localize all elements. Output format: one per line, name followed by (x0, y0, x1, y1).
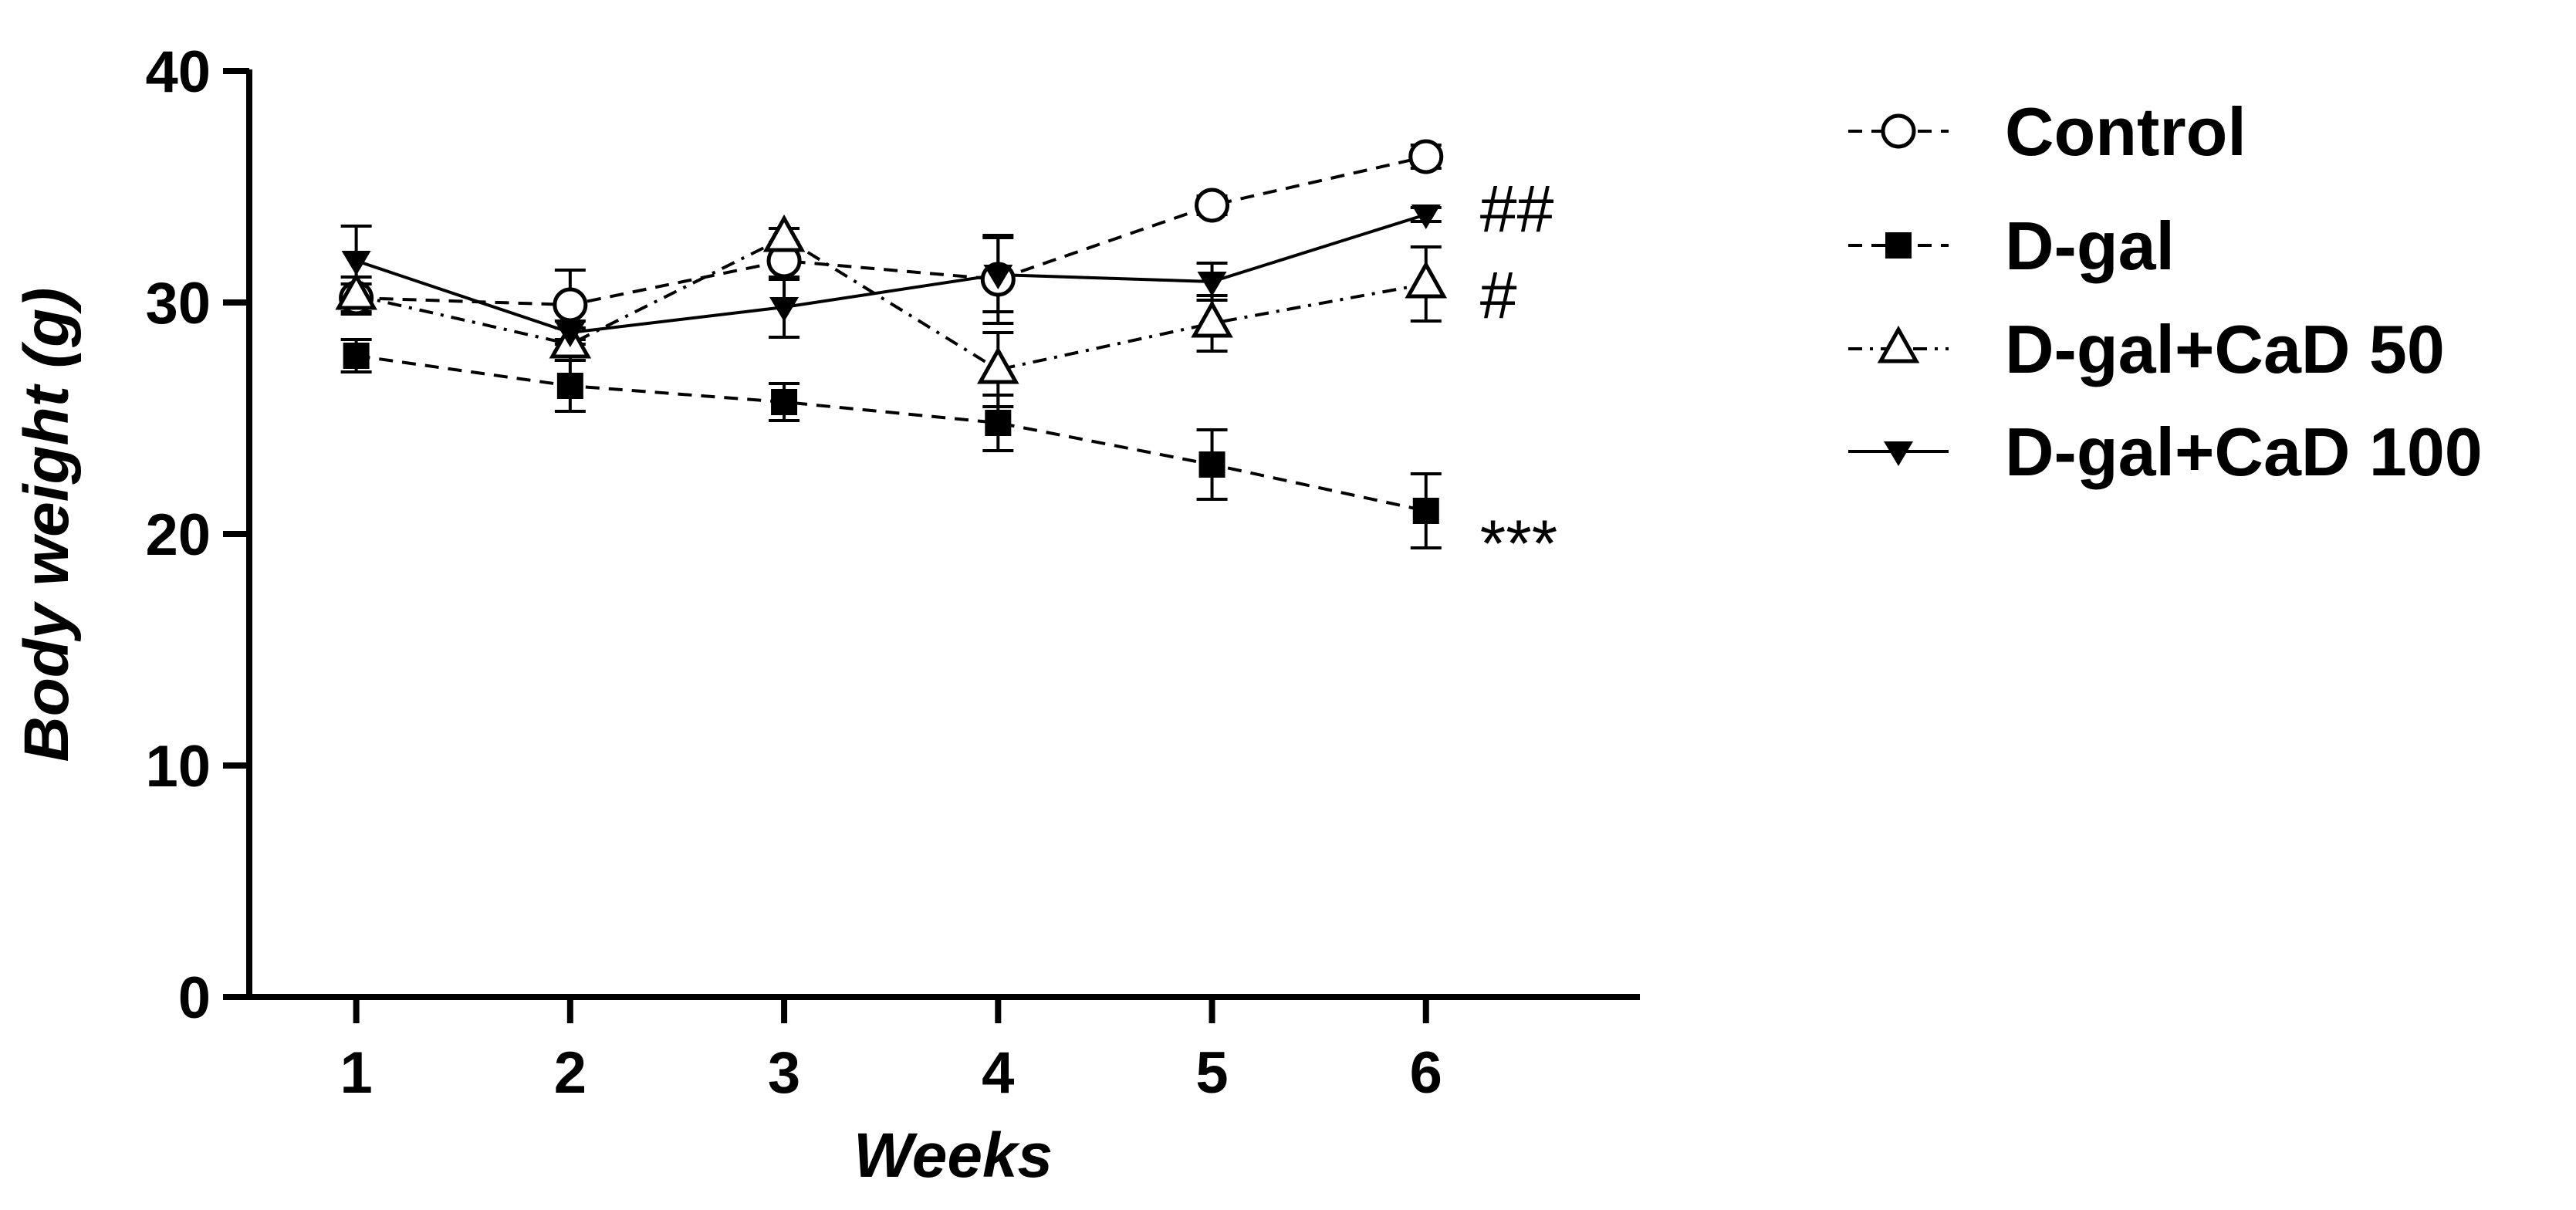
series-line-d-gal-cad-50 (356, 235, 1427, 372)
significance-annotation: *** (1480, 507, 1557, 581)
legend-item-d-gal-cad-100: D-gal+CaD 100 (1848, 414, 2483, 490)
legend-label: Control (2005, 93, 2246, 170)
axes: 0 10 20 30 40 1 2 3 4 5 6 (145, 39, 1640, 1106)
data-point-d-gal (1198, 451, 1225, 478)
data-point-d-gal-cad-100 (769, 297, 800, 322)
error-bars (340, 144, 1442, 549)
data-point-d-gal-cad-50 (762, 214, 806, 252)
data-point-d-gal (556, 373, 583, 399)
y-axis-title: Body weight (g) (12, 288, 82, 762)
data-point-d-gal-cad-100 (983, 265, 1013, 289)
y-tick-label: 40 (145, 39, 211, 105)
legend-marker (1884, 441, 1913, 466)
y-tick-label: 30 (145, 271, 211, 336)
legend: Control D-gal D-gal+CaD 50 D-gal+CaD 100 (1848, 93, 2483, 490)
data-point-d-gal-cad-50 (1191, 299, 1233, 338)
data-point-control (1195, 188, 1230, 223)
markers (335, 139, 1448, 524)
significance-annotation: ## (1480, 172, 1554, 246)
series-lines (355, 155, 1427, 512)
x-tick-label: 6 (1410, 1040, 1442, 1106)
legend-marker (1885, 232, 1912, 259)
legend-marker (1881, 113, 1916, 149)
series-line-d-gal-cad-100 (355, 213, 1427, 335)
series-line-control (356, 155, 1427, 307)
data-point-d-gal-cad-100 (555, 323, 585, 347)
x-tick-label: 2 (554, 1040, 587, 1106)
data-point-d-gal-cad-50 (1405, 260, 1448, 299)
x-tick-label: 3 (768, 1040, 800, 1106)
annotations: ###*** (1480, 172, 1557, 581)
significance-annotation: # (1480, 259, 1517, 333)
data-point-d-gal-cad-100 (341, 251, 371, 275)
x-axis-title: Weeks (854, 1120, 1053, 1191)
data-point-d-gal-cad-50 (335, 272, 377, 310)
legend-item-d-gal-cad-50: D-gal+CaD 50 (1848, 311, 2445, 387)
data-point-d-gal (1412, 498, 1439, 524)
legend-item-d-gal: D-gal (1848, 208, 2175, 284)
data-point-d-gal-cad-50 (977, 346, 1019, 384)
data-point-control (553, 287, 588, 323)
data-point-d-gal (985, 410, 1012, 436)
legend-item-control: Control (1848, 93, 2246, 170)
x-tick-label: 4 (982, 1040, 1014, 1106)
y-tick-label: 20 (145, 502, 211, 568)
legend-marker (1877, 325, 1920, 363)
data-point-d-gal-cad-100 (1197, 272, 1227, 296)
data-point-d-gal (771, 389, 798, 415)
x-tick-label: 1 (340, 1040, 372, 1106)
y-tick-label: 0 (178, 965, 211, 1031)
legend-label: D-gal+CaD 100 (2005, 414, 2483, 490)
legend-label: D-gal (2005, 208, 2175, 284)
data-point-control (1408, 139, 1444, 174)
x-tick-label: 5 (1195, 1040, 1228, 1106)
series-line-d-gal (356, 354, 1427, 512)
data-point-d-gal (343, 343, 370, 369)
y-tick-label: 10 (145, 734, 211, 799)
legend-label: D-gal+CaD 50 (2005, 311, 2445, 387)
data-point-d-gal-cad-100 (1411, 204, 1441, 229)
